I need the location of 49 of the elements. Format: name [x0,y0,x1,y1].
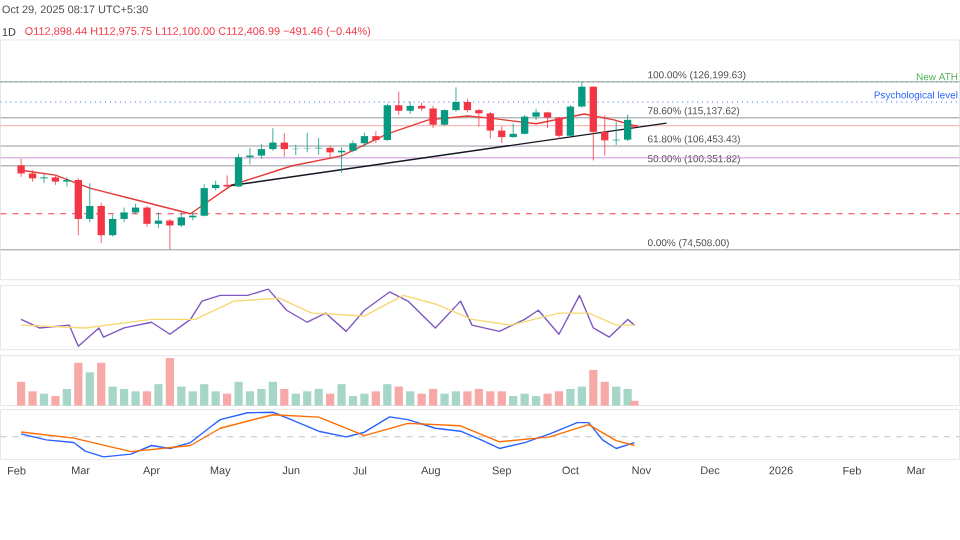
bar [39,393,49,406]
bar [383,384,392,406]
candlestick [17,158,25,178]
candlestick [429,105,437,129]
bar [154,384,163,406]
candlestick [623,114,632,142]
bar [211,391,220,406]
candlestick [86,183,94,223]
candlestick [372,131,380,144]
bar [85,372,94,406]
bar [509,396,518,406]
bar [325,393,335,406]
bar [142,391,152,406]
candlestick [143,205,151,228]
bar [394,386,403,406]
candlestick [452,87,460,113]
bar [589,370,598,406]
candlestick [234,153,243,188]
bar [222,393,232,406]
candlestick [395,91,403,116]
bar [623,389,632,406]
bar [97,363,106,406]
candlestick [326,145,334,159]
candlestick [555,116,563,140]
bar [371,391,380,406]
candlestick [566,105,575,138]
bar [314,389,323,406]
candlestick [109,214,117,238]
bar [600,382,609,406]
candlestick [200,184,208,218]
bar [62,389,71,406]
bar [177,386,186,406]
candlestick [475,108,483,128]
candlestick [486,111,494,140]
candlestick [383,103,391,142]
candlestick [303,132,311,154]
bar [51,396,60,406]
candlestick [269,128,277,152]
candlestick [589,85,597,162]
bar [280,389,289,406]
bar [497,391,506,406]
candlestick [578,81,586,109]
candlestick [532,108,540,121]
bar [612,386,621,406]
candlestick [601,115,609,157]
bar [74,363,83,406]
bar [165,358,174,406]
bar [406,391,415,406]
candlestick [120,207,128,223]
